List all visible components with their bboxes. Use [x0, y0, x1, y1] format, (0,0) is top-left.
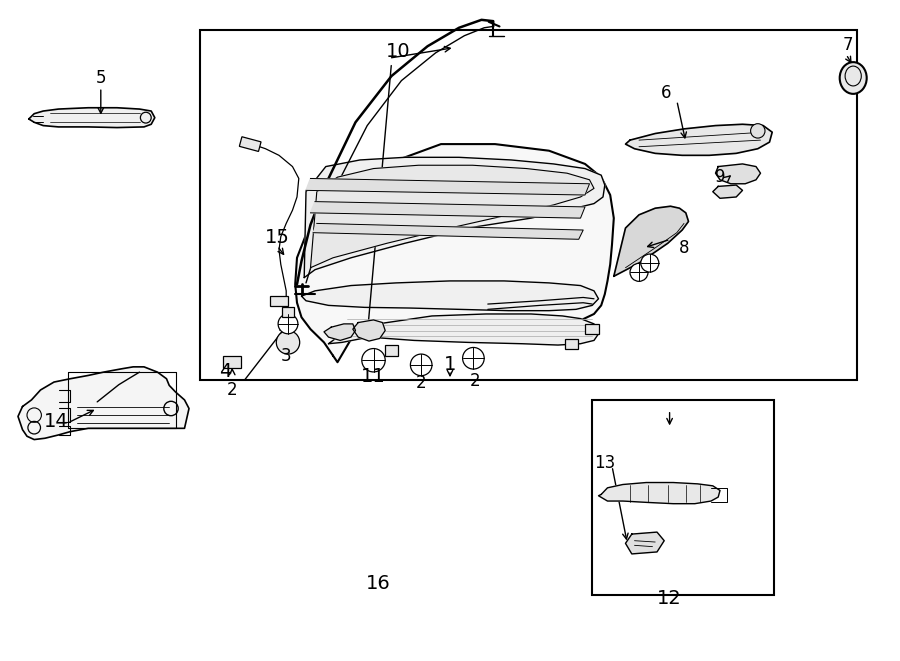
Text: 15: 15 [265, 229, 290, 247]
Polygon shape [302, 281, 598, 311]
Text: 16: 16 [365, 574, 391, 592]
Text: 14: 14 [43, 412, 68, 431]
Polygon shape [270, 296, 288, 305]
Polygon shape [598, 483, 720, 504]
Polygon shape [304, 157, 605, 278]
Polygon shape [239, 137, 261, 151]
Polygon shape [306, 178, 590, 195]
Circle shape [630, 263, 648, 282]
Text: 3: 3 [281, 346, 292, 365]
Text: 2: 2 [416, 374, 427, 393]
Circle shape [276, 330, 300, 354]
Text: 10: 10 [385, 42, 410, 61]
Polygon shape [626, 124, 772, 155]
Bar [200, 30, 857, 380]
Polygon shape [223, 356, 241, 368]
Polygon shape [353, 320, 385, 341]
Bar [592, 400, 774, 595]
Ellipse shape [840, 62, 867, 94]
Polygon shape [310, 202, 585, 218]
Polygon shape [18, 367, 189, 440]
Polygon shape [716, 164, 760, 184]
Text: 5: 5 [95, 69, 106, 87]
Circle shape [362, 348, 385, 372]
Text: 12: 12 [657, 589, 682, 607]
Polygon shape [310, 165, 594, 268]
Polygon shape [295, 144, 614, 362]
Text: 2: 2 [227, 381, 238, 399]
Text: 2: 2 [470, 371, 481, 390]
Text: 4: 4 [219, 362, 231, 381]
Circle shape [278, 314, 298, 334]
Polygon shape [313, 223, 583, 239]
Circle shape [463, 348, 484, 369]
Polygon shape [328, 314, 598, 345]
Text: 13: 13 [594, 453, 616, 472]
Circle shape [410, 354, 432, 375]
Polygon shape [385, 345, 398, 356]
Polygon shape [626, 532, 664, 554]
Polygon shape [282, 307, 294, 317]
Polygon shape [29, 108, 155, 128]
Text: 6: 6 [661, 83, 671, 102]
Text: 8: 8 [679, 239, 689, 257]
Polygon shape [614, 206, 688, 276]
Text: 1: 1 [444, 356, 456, 374]
Polygon shape [586, 325, 599, 334]
Text: 9: 9 [715, 168, 725, 186]
Polygon shape [324, 324, 356, 340]
Polygon shape [565, 339, 578, 349]
Text: 7: 7 [842, 36, 853, 54]
Circle shape [641, 254, 659, 272]
Circle shape [751, 124, 765, 138]
Text: 11: 11 [361, 368, 386, 386]
Polygon shape [713, 185, 742, 198]
